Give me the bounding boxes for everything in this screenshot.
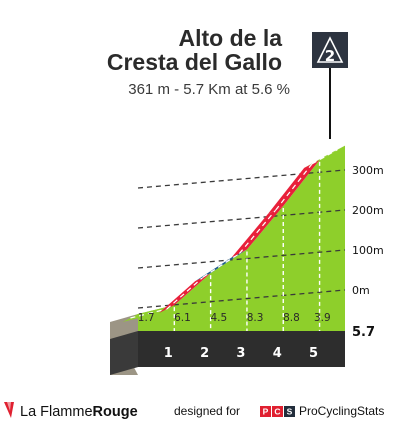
elevation-gridline (137, 169, 346, 189)
segment-labels: 1.7 6.1 4.5 8.3 8.8 3.9 1 2 3 4 5 (138, 312, 331, 361)
gradient-segment-dashline (130, 308, 167, 319)
brand-name: La FlammeRouge (20, 404, 138, 420)
km-dividers (173, 161, 321, 331)
pcs-box-p (260, 406, 271, 417)
profile-fill (138, 145, 345, 331)
elevation-tick-label: 300m (352, 164, 384, 177)
pcs-letter-s: S (287, 407, 293, 417)
km-marker-label: 5 (309, 346, 318, 361)
category-mountain-icon (316, 36, 344, 63)
elevation-gridline (137, 249, 346, 269)
segment-gradient-label: 6.1 (174, 312, 191, 324)
km-marker-label: 2 (200, 346, 209, 361)
elevation-tick-label: 0m (352, 284, 370, 297)
gradient-segment-band (158, 273, 211, 314)
pcs-letter-p: P (263, 407, 269, 417)
segment-gradient-label: 4.5 (210, 312, 227, 324)
segment-gradient-label: 1.7 (138, 312, 155, 324)
gradient-segment-dashline (202, 253, 240, 278)
km-bar-side (110, 331, 138, 375)
elevation-gridline (137, 289, 346, 309)
flame-logo-highlight (7, 402, 11, 411)
gradient-segment-dashline (275, 163, 313, 211)
km-marker-label: 1 (164, 346, 173, 361)
brand-name-bold: Rouge (93, 404, 138, 420)
km-marker-label: 3 (236, 346, 245, 361)
elevation-ticks: 0m 100m 200m 300m 5.7 (352, 164, 384, 340)
gradient-segments (122, 145, 345, 322)
gradient-segment-dashline (166, 276, 204, 310)
gradient-segment-dashline (238, 209, 277, 254)
elevation-tick-label: 200m (352, 204, 384, 217)
pcs-box-c (272, 406, 283, 417)
elevation-gridlines (137, 169, 346, 309)
km-bar (110, 331, 345, 375)
elevation-gridline (137, 209, 346, 229)
segment-gradient-label: 8.8 (283, 312, 300, 324)
designed-for-label: designed for (174, 404, 240, 418)
pcs-box-s (284, 406, 295, 417)
elevation-tick-label: 100m (352, 244, 384, 257)
pcs-letter-c: C (274, 407, 280, 417)
total-distance-label: 5.7 (352, 325, 375, 340)
footer: La FlammeRouge designed for P C S ProCyc… (4, 402, 384, 420)
flame-logo-icon (4, 402, 14, 418)
segment-gradient-label: 3.9 (314, 312, 331, 324)
km-marker-label: 4 (273, 346, 282, 361)
brand-name-regular: La Flamme (20, 404, 93, 420)
procyclingstats-name: ProCyclingStats (299, 404, 384, 418)
climb-title-line1: Alto de la (178, 25, 282, 51)
segment-gradient-label: 8.3 (247, 312, 264, 324)
gradient-segment-dashline (311, 149, 338, 165)
km-bar-rect (138, 331, 345, 367)
category-number: 2 (325, 47, 335, 65)
profile-area (138, 145, 345, 331)
climb-subtitle: 361 m - 5.7 Km at 5.6 % (128, 81, 290, 98)
climb-title-line2: Cresta del Gallo (107, 49, 282, 75)
